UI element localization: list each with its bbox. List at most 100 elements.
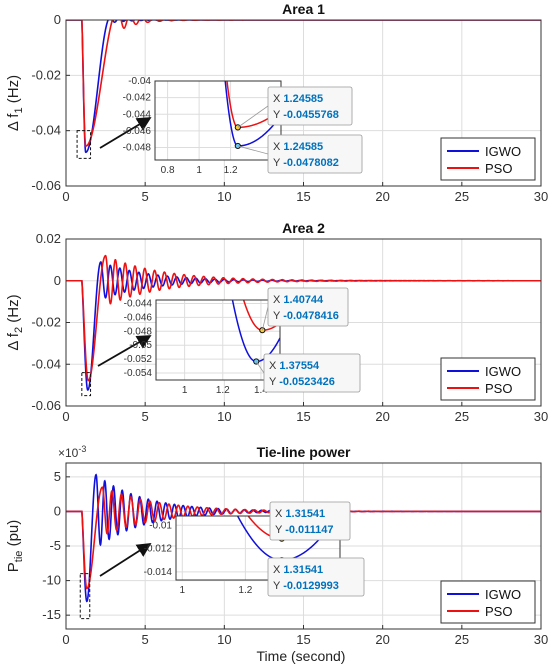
zoom-arrow: [99, 117, 152, 149]
datatip-x: X 1.40744: [273, 294, 324, 306]
x-tick-label: 30: [534, 189, 548, 204]
x-tick-label: 0: [62, 409, 69, 424]
y-tick-label: -10: [42, 573, 61, 588]
inset-x-tick-label: 1: [182, 385, 188, 396]
y-tick-label: 5: [54, 469, 61, 484]
inset-y-tick-label: -0.048: [124, 326, 153, 337]
y-axis-label: Δ f2 (Hz): [5, 294, 25, 350]
x-tick-label: 30: [534, 632, 548, 647]
datatip[interactable]: X 1.24585 Y -0.0478082: [237, 134, 363, 174]
inset-x-tick-label: 1.4: [254, 385, 268, 396]
y-tick-label: -5: [49, 538, 61, 553]
datatip-leader: [237, 145, 269, 155]
x-tick-label: 20: [375, 189, 389, 204]
legend-box: [440, 580, 536, 624]
legend-entry: PSO: [485, 381, 512, 396]
series-line-pso: [66, 254, 541, 382]
datatip-y: Y -0.0129993: [273, 580, 339, 592]
inset-y-tick-label: -0.052: [124, 354, 153, 365]
datatip-box: [269, 501, 351, 541]
inset-series-igwo: [231, 300, 280, 363]
datatip[interactable]: X 1.31541 Y -0.0129993: [267, 557, 365, 597]
inset-x-tick-label: 1.2: [238, 585, 252, 596]
inset-series-pso: [242, 300, 280, 331]
y-tick-label: 0.02: [36, 231, 61, 246]
x-tick-label: 15: [296, 409, 310, 424]
x-tick-label: 10: [217, 632, 231, 647]
y-tick-label: -0.04: [31, 123, 61, 138]
datatip-box: [267, 557, 365, 597]
chart-panel-1: 0 5 10 15 20 25 30 0 -0.02 -0.04 -0.06 Area 1 Δ f1 (…: [5, 1, 548, 204]
datatip-box: [263, 353, 361, 393]
inset-x-tick-label: 1.2: [224, 165, 238, 176]
zoom-region-box: [76, 130, 92, 159]
inset-series-igwo: [236, 516, 339, 561]
y-tick-label: 0: [54, 503, 61, 518]
x-tick-label: 5: [142, 189, 149, 204]
zoom-arrow: [99, 543, 152, 577]
inset-y-tick-label: -0.054: [124, 368, 153, 379]
inset-series-pso: [226, 81, 281, 129]
chart-title: Area 1: [282, 1, 325, 17]
chart-panel-3: 0 5 10 15 20 25 30 5 0 -5 -10 -15 Tie-line power Ptie…: [5, 444, 548, 647]
legend-entry: IGWO: [485, 587, 521, 602]
datatip-x: X 1.37554: [269, 360, 320, 372]
x-tick-label: 0: [62, 189, 69, 204]
inset-y-tick-label: -0.042: [123, 93, 152, 104]
legend-entry: PSO: [485, 604, 512, 619]
datatip-leader: [255, 361, 265, 374]
datatip[interactable]: X 1.31541 Y -0.011147: [269, 501, 351, 541]
inset-plot: 1 1.2 1.4 -0.044 -0.046 -0.048 -0.05 -0.052 -0.0…: [124, 298, 281, 396]
legend-entry: PSO: [485, 161, 512, 176]
y-tick-label: -0.04: [31, 356, 61, 371]
axes-frame: [65, 238, 542, 407]
datatip[interactable]: X 1.40744 Y -0.0478416: [261, 287, 349, 331]
zoom-region-box: [79, 573, 91, 620]
datatip-y: Y -0.0478416: [273, 310, 339, 322]
datatip-x: X 1.24585: [273, 93, 323, 105]
x-axis-label: Time (second): [257, 648, 346, 664]
inset-x-tick-label: 1: [180, 585, 186, 596]
legend-box: [440, 357, 536, 401]
datatip-marker[interactable]: [234, 142, 241, 150]
legend-box: [440, 137, 536, 181]
y-tick-label: -0.02: [31, 315, 61, 330]
datatip[interactable]: X 1.24585 Y -0.0455768: [237, 86, 353, 128]
datatip-box: [267, 134, 363, 174]
inset-y-tick-label: -0.04: [128, 76, 151, 87]
inset-series-igwo: [224, 81, 281, 147]
datatip-y: Y -0.0478082: [273, 157, 339, 169]
inset-y-tick-label: -0.044: [124, 298, 153, 309]
x-tick-label: 0: [62, 632, 69, 647]
inset-plot: 1 1.2 -0.01 -0.012 -0.014: [144, 515, 341, 596]
y-tick-label: -0.06: [31, 398, 61, 413]
legend: IGWO PSO: [440, 357, 536, 401]
datatip[interactable]: X 1.37554 Y -0.0523426: [255, 353, 361, 393]
y-tick-label: -0.06: [31, 178, 61, 193]
legend-entry: IGWO: [485, 364, 521, 379]
inset-x-tick-label: 1: [196, 165, 202, 176]
inset-plot: 0.8 1 1.2 -0.04 -0.042 -0.044 -0.046 -0.048: [123, 76, 282, 176]
y-tick-label: 0: [54, 273, 61, 288]
x-tick-label: 30: [534, 409, 548, 424]
axes-frame: [65, 19, 542, 187]
y-tick-label: -0.02: [31, 67, 61, 82]
x-tick-label: 20: [375, 632, 389, 647]
chart-title: Tie-line power: [257, 444, 351, 460]
inset-y-tick-label: -0.014: [144, 567, 173, 578]
inset-y-tick-label: -0.01: [149, 520, 172, 531]
datatip-x: X 1.24585: [273, 141, 323, 153]
datatip-y: Y -0.0455768: [273, 109, 339, 121]
inset-y-tick-label: -0.048: [123, 143, 152, 154]
inset-frame: [175, 515, 341, 581]
legend: IGWO PSO: [440, 137, 536, 181]
datatip-box: [267, 287, 349, 327]
chart-title: Area 2: [282, 220, 325, 236]
inset-y-tick-label: -0.05: [129, 340, 152, 351]
chart-panel-2: 0 5 10 15 20 25 30 0.02 0 -0.02 -0.04 -0.06 Area 2 Δ …: [5, 220, 548, 424]
datatip-x: X 1.31541: [275, 508, 325, 520]
x-tick-label: 20: [375, 409, 389, 424]
x-tick-label: 25: [455, 632, 469, 647]
datatip-leader: [261, 306, 269, 331]
